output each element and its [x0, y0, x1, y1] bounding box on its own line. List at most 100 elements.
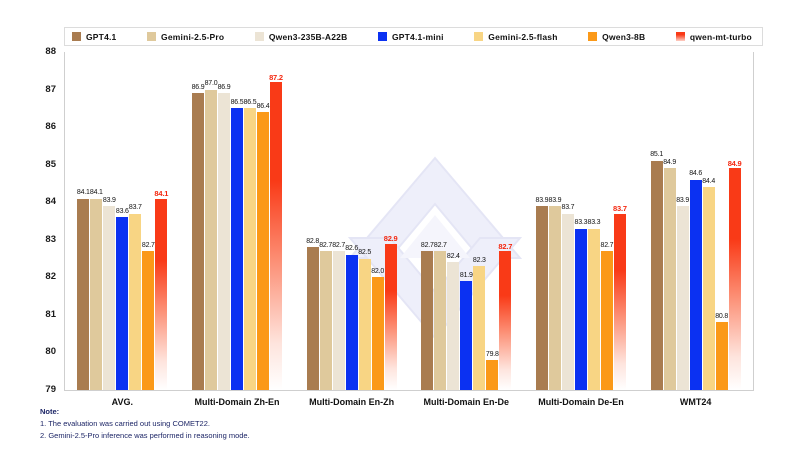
y-tick-81: 81 [45, 308, 56, 320]
bar-gpt4.1-0: 84.1 [77, 189, 90, 390]
bar-value-label: 82.7 [141, 241, 155, 249]
bar-value-label: 84.1 [154, 189, 169, 198]
bar-gpt4.1-mini-5: 84.6 [689, 170, 702, 390]
bar-qwen3-235b-a22b-4: 83.7 [562, 204, 575, 390]
bar-value-label: 86.4 [256, 102, 270, 110]
legend-swatch-icon [377, 32, 387, 41]
bar-value-label: 82.0 [371, 267, 385, 275]
bar-gemini-2.5-flash-4: 83.3 [588, 219, 601, 390]
bar-qwen3-8b-2: 82.0 [371, 268, 384, 390]
bar-gemini-2.5-flash-0: 83.7 [129, 204, 142, 390]
bar-value-label: 79.8 [485, 350, 499, 358]
bar-value-label: 82.3 [472, 256, 486, 264]
y-tick-82: 82 [45, 271, 56, 283]
y-tick-86: 86 [45, 121, 56, 133]
bar-value-label: 83.7 [613, 204, 627, 213]
bar-gemini-2.5-flash-2: 82.5 [358, 249, 371, 390]
bar-qwen3-235b-a22b-5: 83.9 [676, 197, 689, 390]
bar-value-label: 86.5 [230, 98, 244, 106]
bar-qwen3-8b-0: 82.7 [142, 242, 155, 390]
legend-item-gemini-2.5-pro: Gemini-2.5-Pro [147, 32, 224, 42]
legend-swatch-icon [675, 32, 685, 41]
bar-gemini-2.5-flash-1: 86.5 [244, 99, 257, 390]
bar-value-label: 84.1 [76, 189, 90, 196]
bar-value-label: 83.9 [102, 196, 116, 204]
bar-value-label: 84.9 [663, 158, 677, 166]
legend-item-gpt4.1-mini: GPT4.1-mini [377, 31, 444, 42]
bar-gemini-2.5-pro-4: 83.9 [549, 197, 562, 390]
legend-item-gpt4.1: GPT4.1 [72, 32, 117, 42]
bar-value-label: 82.5 [358, 249, 372, 257]
bar-qwen3-235b-a22b-3: 82.4 [447, 253, 460, 390]
legend-label: GPT4.1-mini [391, 31, 444, 42]
y-tick-87: 87 [45, 83, 56, 95]
x-category-label: Multi-Domain En-De [423, 397, 510, 407]
bar-value-label: 84.9 [727, 158, 742, 168]
legend-label: Qwen3-235B-A22B [268, 31, 348, 42]
bar-qwen-mt-turbo-0: 84.1 [154, 189, 168, 390]
bar-qwen-mt-turbo-5: 84.9 [728, 159, 742, 390]
bar-value-label: 82.7 [498, 241, 513, 251]
legend-item-qwen3-235b-a22b: Qwen3-235B-A22B [254, 31, 348, 42]
y-tick-85: 85 [45, 158, 56, 170]
bar-qwen3-235b-a22b-1: 86.9 [218, 84, 231, 390]
x-category-label: AVG. [111, 397, 133, 407]
note-line-1: 1. The evaluation was carried out using … [40, 419, 210, 428]
bar-value-label: 83.7 [128, 204, 142, 211]
bar-value-label: 87.2 [269, 72, 283, 82]
bar-value-label: 81.9 [459, 271, 473, 279]
y-tick-84: 84 [45, 196, 56, 208]
bar-gpt4.1-mini-1: 86.5 [231, 99, 244, 390]
bar-value-label: 83.7 [561, 204, 575, 211]
bar-value-label: 84.4 [702, 177, 716, 185]
bar-gpt4.1-2: 82.8 [306, 238, 319, 390]
bar-qwen3-8b-4: 82.7 [601, 242, 614, 390]
bar-gemini-2.5-pro-1: 87.0 [205, 80, 218, 390]
bar-value-label: 83.3 [587, 219, 601, 226]
bar-qwen3-235b-a22b-0: 83.9 [103, 197, 116, 390]
legend-swatch-icon [147, 32, 157, 41]
bar-gemini-2.5-pro-0: 84.1 [90, 189, 103, 390]
legend-swatch-icon [254, 32, 264, 41]
x-category-label: Multi-Domain De-En [538, 397, 624, 407]
bar-value-label: 82.7 [420, 241, 434, 249]
note-line-2: 2. Gemini-2.5-Pro inference was performe… [40, 431, 250, 440]
bar-group-wmt24: 85.1 84.9 83.9 84.6 84.4 80.8 84.9 WMT24 [650, 151, 742, 407]
bar-value-label: 82.9 [383, 234, 398, 243]
x-category-label: Multi-Domain Zh-En [194, 397, 280, 407]
bar-value-label: 83.9 [676, 196, 690, 204]
bar-gemini-2.5-flash-3: 82.3 [473, 257, 486, 390]
bar-value-label: 87.0 [204, 80, 218, 88]
x-category-label: WMT24 [679, 397, 712, 407]
bar-qwen-mt-turbo-1: 87.2 [269, 73, 283, 390]
bar-value-label: 86.5 [243, 98, 257, 106]
bar-value-label: 82.8 [306, 237, 320, 245]
bar-gpt4.1-mini-0: 83.6 [116, 208, 129, 390]
bar-value-label: 83.3 [574, 219, 588, 226]
bar-group-multi-domain-en-zh: 82.8 82.7 82.7 82.6 82.5 82.0 82.9 Multi-Domain… [306, 234, 398, 407]
bar-gpt4.1-mini-2: 82.6 [345, 245, 358, 390]
bar-qwen3-8b-1: 86.4 [257, 103, 270, 390]
bar-value-label: 82.6 [345, 245, 359, 253]
bar-gpt4.1-4: 83.9 [536, 197, 549, 390]
bar-value-label: 86.9 [191, 83, 205, 91]
bar-value-label: 83.6 [115, 207, 129, 215]
bar-qwen-mt-turbo-3: 82.7 [498, 242, 512, 390]
bar-group-avg-: 84.1 84.1 83.9 83.6 83.7 82.7 84.1 AVG. [77, 189, 169, 407]
bar-gpt4.1-3: 82.7 [421, 242, 434, 390]
bar-group-multi-domain-de-en: 83.9 83.9 83.7 83.3 83.3 82.7 83.7 Multi-Domain… [536, 197, 628, 408]
y-tick-80: 80 [45, 346, 56, 358]
bar-value-label: 82.7 [319, 241, 333, 249]
y-tick-79: 79 [45, 384, 56, 395]
chart-legend: GPT4.1 Gemini-2.5-Pro Qwen3-235B-A22B GPT4.… [64, 27, 763, 46]
legend-swatch-icon [72, 32, 81, 41]
bar-value-label: 82.7 [332, 241, 346, 249]
plot-area: 84.1 84.1 83.9 83.6 83.7 82.7 84.1 AVG. 86.9 87.0… [64, 52, 754, 408]
bar-value-label: 85.1 [650, 151, 664, 159]
bar-qwen3-235b-a22b-2: 82.7 [332, 242, 345, 390]
bar-qwen3-8b-5: 80.8 [715, 313, 728, 390]
legend-label: GPT4.1 [86, 31, 117, 42]
bar-value-label: 84.6 [689, 170, 703, 178]
bar-gpt4.1-5: 85.1 [650, 151, 663, 390]
